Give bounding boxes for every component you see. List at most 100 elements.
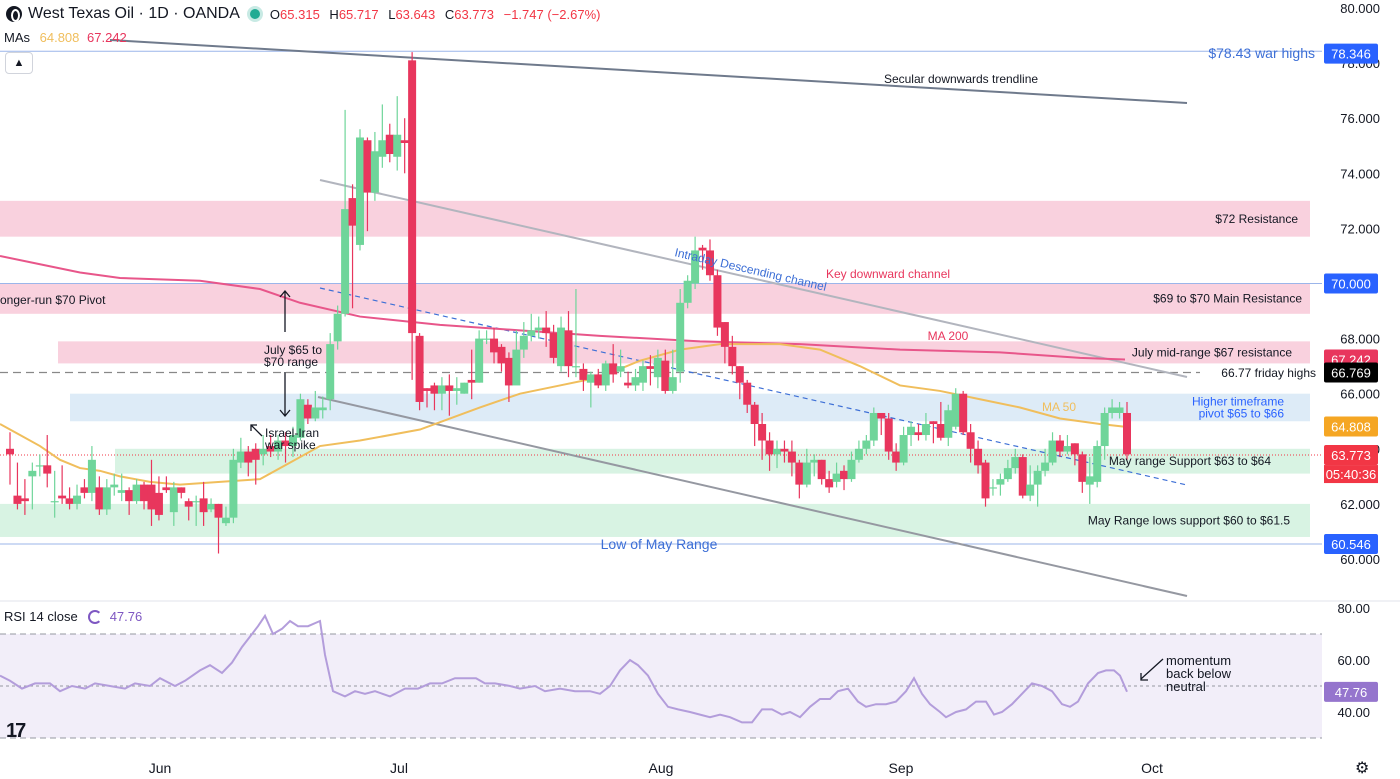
war-spike-arrow [250, 424, 263, 437]
candle [169, 481, 178, 526]
y-tick-label: 76.000 [1340, 111, 1380, 126]
tradingview-logo-icon[interactable]: 17 [6, 720, 26, 742]
war-highs-label: $78.43 war highs [1208, 45, 1315, 61]
candle-body [1078, 454, 1087, 482]
candle [616, 349, 625, 378]
candle [713, 269, 722, 336]
candle [430, 382, 439, 411]
settings-gear-icon[interactable]: ⚙ [1355, 760, 1370, 777]
zone-1 [0, 283, 1310, 314]
price-label-text: 66.769 [1331, 366, 1371, 381]
candle [274, 435, 283, 460]
candle-body [87, 459, 96, 493]
candle [296, 393, 305, 441]
candle [147, 459, 156, 526]
candle-body [840, 470, 849, 480]
candle-body [251, 448, 260, 460]
candle-body [974, 448, 983, 466]
candle-body [162, 487, 171, 491]
candle-body [899, 435, 908, 463]
candle [847, 451, 856, 482]
candle [288, 426, 297, 458]
candle-body [437, 385, 446, 394]
candle-body [147, 484, 156, 510]
price-label-box [1324, 43, 1378, 64]
candle [705, 239, 714, 281]
candle [1085, 457, 1094, 504]
refresh-icon[interactable] [87, 609, 102, 624]
candle [1063, 435, 1072, 455]
candle-body [415, 335, 424, 402]
candle-body [512, 349, 521, 386]
candle-body [877, 412, 886, 419]
candle [333, 305, 342, 350]
candle [549, 324, 558, 364]
candle [236, 437, 245, 469]
candle [557, 316, 566, 372]
candle [229, 448, 238, 524]
candle [817, 459, 826, 485]
candle-body [773, 448, 782, 455]
candle-body [728, 346, 737, 367]
symbol-title[interactable]: West Texas Oil · 1D · OANDA [28, 5, 240, 22]
rsi-legend[interactable]: RSI 14 close 47.76 [4, 609, 142, 624]
candle [1033, 465, 1042, 507]
candle [512, 330, 521, 386]
candle [720, 322, 729, 364]
candle-body [616, 366, 625, 372]
candle-body [28, 470, 37, 477]
candle [646, 355, 655, 386]
candle-body [661, 360, 670, 391]
candle [266, 435, 275, 458]
candle [1018, 454, 1027, 499]
candle-body [959, 393, 968, 433]
range-arrow-down-head [279, 409, 291, 418]
collapse-legend-button[interactable]: ▲ [5, 52, 33, 74]
candle [6, 432, 14, 485]
candle-body [482, 338, 491, 340]
candle [393, 96, 402, 171]
candle-body [832, 473, 841, 482]
close-value: 63.773 [454, 6, 494, 22]
candle [497, 344, 506, 372]
ma-legend[interactable]: MAs 64.808 67.242 [4, 30, 127, 45]
candle [825, 470, 834, 493]
candle-body [117, 490, 126, 493]
candle-body [467, 379, 476, 383]
candle [810, 454, 819, 477]
candle [832, 462, 841, 488]
x-tick-label: Sep [889, 760, 914, 776]
candle-body [869, 412, 878, 441]
ma50-label: MA 50 [1042, 400, 1076, 414]
channel-lower-line [317, 396, 1188, 597]
candle-body [929, 421, 938, 425]
candle-body [594, 374, 603, 386]
candle [1093, 440, 1102, 488]
candle [1078, 451, 1087, 493]
candle [207, 498, 216, 513]
candle-body [1011, 457, 1020, 469]
candle-body [527, 330, 536, 336]
candle-body [452, 388, 461, 391]
candle-body [862, 440, 871, 449]
price-label-box [1324, 362, 1378, 383]
longer-run-pivot-label: onger-run $70 Pivot [0, 293, 106, 307]
candle-body [132, 484, 141, 502]
candle [765, 432, 774, 471]
candle-body [787, 451, 796, 463]
candle [728, 335, 737, 375]
rsi-tick-label: 40.00 [1337, 705, 1370, 720]
candle-body [825, 479, 834, 488]
candle-body [35, 465, 44, 467]
candle-body [333, 313, 342, 342]
candle [214, 503, 223, 554]
candle-body [229, 459, 238, 518]
oanda-logo-icon [6, 6, 22, 22]
candle-body [720, 322, 729, 347]
candle-body [259, 448, 268, 455]
candle-body [810, 459, 819, 463]
candle [877, 412, 886, 436]
candle-body [586, 374, 595, 383]
candle-body [1085, 476, 1094, 485]
price-label-text: 64.808 [1331, 420, 1371, 435]
